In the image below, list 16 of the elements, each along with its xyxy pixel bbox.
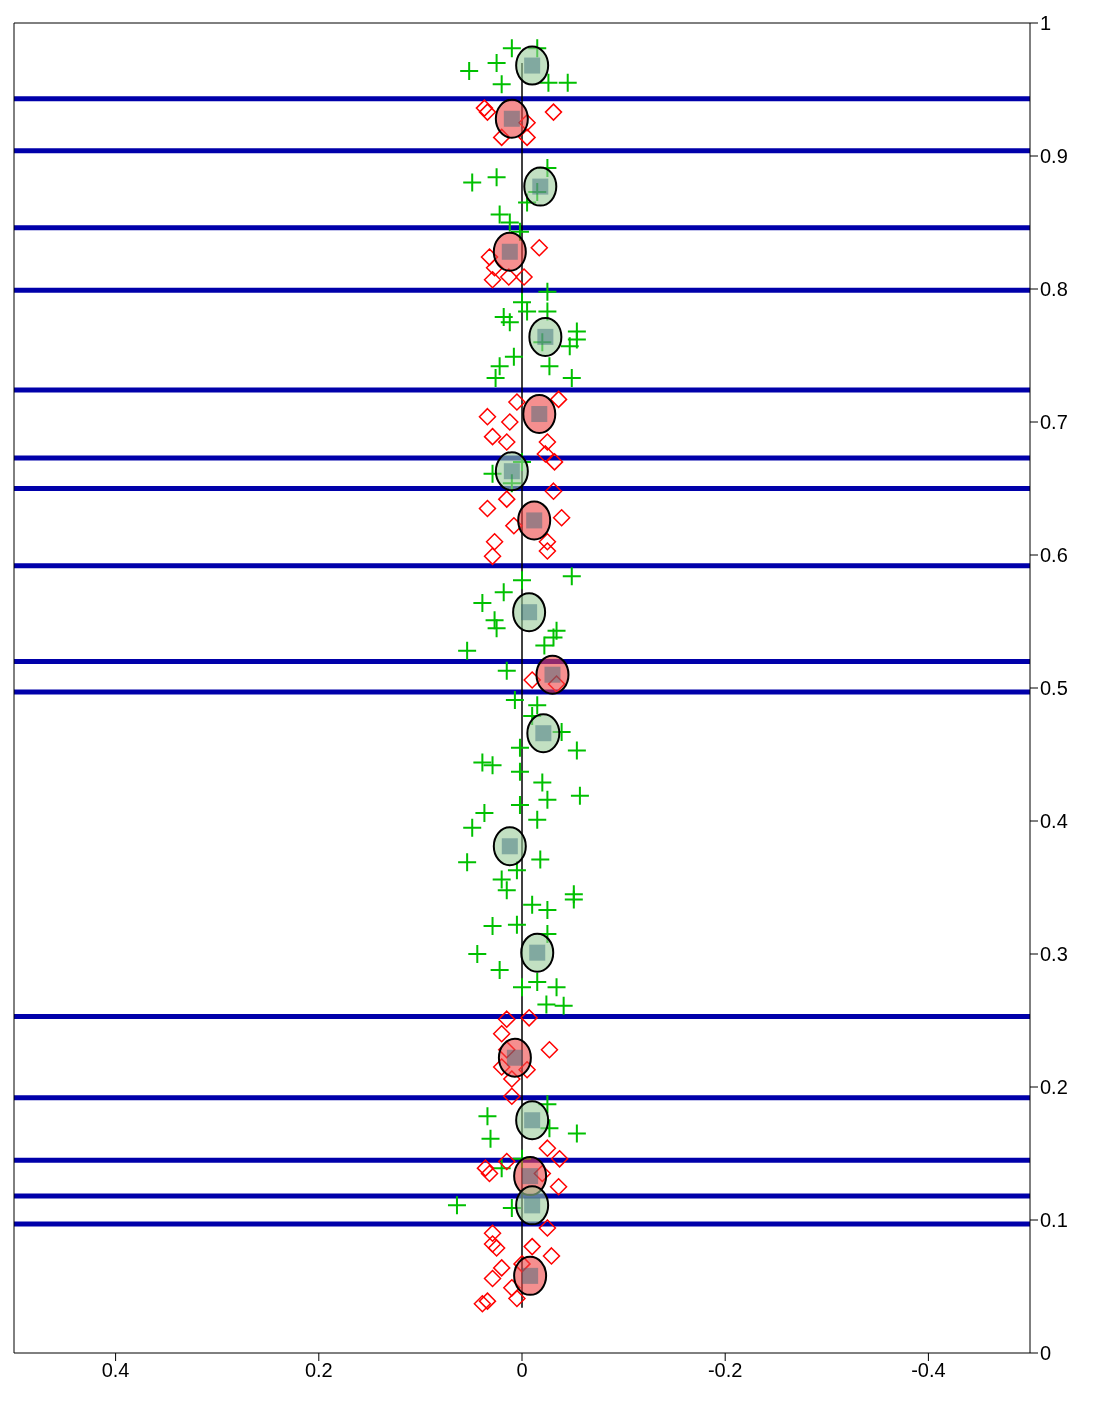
y-tick-label: 0: [1040, 1342, 1052, 1365]
y-tick-label: 1: [1040, 12, 1052, 35]
y-tick-label: 0.6: [1040, 544, 1068, 567]
y-tick-label: 0.7: [1040, 411, 1068, 434]
x-tick-label: -0.2: [707, 1359, 743, 1382]
y-tick-label: 0.8: [1040, 278, 1068, 301]
x-tick-label: 0.4: [101, 1359, 130, 1382]
y-tick-label: 0.4: [1040, 810, 1068, 833]
x-tick-label: -0.4: [911, 1359, 946, 1382]
y-tick-label: 0.9: [1040, 145, 1068, 168]
x-tick-label: 0: [516, 1359, 528, 1382]
y-tick-label: 0.5: [1040, 677, 1068, 700]
x-tick-label: 0.2: [304, 1359, 333, 1382]
y-tick-label: 0.3: [1040, 943, 1068, 966]
y-tick-label: 0.1: [1040, 1209, 1068, 1232]
y-tick-label: 0.2: [1040, 1076, 1068, 1099]
